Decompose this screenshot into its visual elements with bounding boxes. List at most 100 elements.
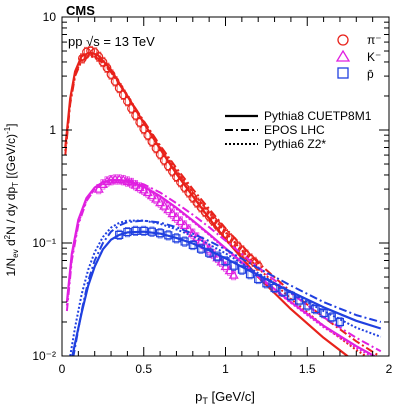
antiproton-syst-box xyxy=(263,278,269,289)
antiproton-data-point xyxy=(205,248,214,257)
y-axis-label: 1/Nev d2N / dy dpT [(GeV/c)-1] xyxy=(3,123,20,276)
legend-pion-label: π⁻ xyxy=(367,33,382,47)
antiproton-data-point xyxy=(164,231,173,240)
energy-label: pp √s = 13 TeV xyxy=(68,34,155,49)
antiproton-syst-box xyxy=(255,273,261,285)
antiproton-data-point xyxy=(156,229,165,238)
antiproton-data-point xyxy=(180,237,189,246)
legend-pion-marker xyxy=(337,34,349,46)
antiproton-syst-box xyxy=(206,247,212,258)
legend-epos-label: EPOS LHC xyxy=(264,123,325,137)
pion-syst-box xyxy=(137,117,143,128)
antiproton-syst-box xyxy=(272,282,277,294)
y-tick-label: 10 xyxy=(43,10,57,24)
antiproton-data-point xyxy=(245,270,255,279)
antiproton-data-point xyxy=(131,226,140,235)
kaon-pythia6-curve xyxy=(65,180,374,356)
legend-kaon-label: K⁻ xyxy=(367,50,381,64)
x-tick-label: 1.5 xyxy=(299,362,316,376)
pion-data-point xyxy=(102,63,112,73)
antiproton-syst-box xyxy=(173,233,179,244)
antiproton-epos-curve xyxy=(72,219,382,356)
pion-data-point xyxy=(77,54,87,63)
antiproton-syst-box xyxy=(116,229,122,240)
antiproton-data-point xyxy=(286,291,295,300)
pion-data-point xyxy=(106,70,116,79)
antiproton-data-point xyxy=(254,274,263,284)
pion-syst-box xyxy=(116,83,122,94)
antiproton-syst-box xyxy=(329,312,335,323)
antiproton-syst-box xyxy=(247,269,253,280)
antiproton-syst-box xyxy=(312,303,318,315)
antiproton-pythia6-curve xyxy=(69,219,382,356)
y-tick-label: 10⁻¹ xyxy=(32,236,56,250)
legend-pythia6-label: Pythia6 Z2* xyxy=(264,137,326,151)
antiproton-syst-box xyxy=(157,228,163,239)
pion-data-point xyxy=(127,104,136,113)
pion-data-point xyxy=(86,46,95,56)
antiproton-syst-box xyxy=(190,239,196,251)
pion-data-point xyxy=(131,110,141,120)
experiment-label: CMS xyxy=(66,3,95,18)
pion-data-point xyxy=(135,117,145,127)
pion-data-point xyxy=(163,161,173,171)
x-tick-label: 2 xyxy=(386,362,393,376)
pion-data-point xyxy=(171,172,181,182)
y-tick-label: 10⁻² xyxy=(32,349,56,363)
x-tick-label: 0.5 xyxy=(135,362,152,376)
pion-syst-box xyxy=(104,62,110,73)
antiproton-syst-box xyxy=(304,300,310,311)
antiproton-data-point xyxy=(295,296,304,305)
legend-models: Pythia8 CUETP8M1 EPOS LHC Pythia6 Z2* xyxy=(225,109,372,151)
antiproton-syst-box xyxy=(141,225,147,236)
antiproton-syst-box xyxy=(149,226,155,237)
antiproton-data-point xyxy=(115,230,124,239)
x-axis-label: pT [GeV/c] xyxy=(195,389,255,406)
pion-syst-box xyxy=(128,103,134,114)
antiproton-data-point xyxy=(319,308,328,318)
legend-kaon-marker xyxy=(335,49,351,62)
antiproton-syst-box xyxy=(133,225,138,236)
antiproton-data-point xyxy=(335,317,344,327)
antiproton-syst-box xyxy=(198,243,204,254)
legend-antiproton-label: p̄ xyxy=(367,67,374,81)
pion-data-point xyxy=(122,96,132,106)
pion-syst-box xyxy=(108,69,114,80)
plot-area xyxy=(64,45,382,356)
legend-particles: π⁻ K⁻ p̄ xyxy=(335,33,382,81)
antiproton-data-point xyxy=(196,244,206,253)
antiproton-data-point xyxy=(303,301,312,310)
antiproton-data-point xyxy=(237,265,246,274)
pion-syst-box xyxy=(133,110,138,121)
antiproton-syst-box xyxy=(239,264,245,275)
antiproton-syst-box xyxy=(280,286,286,297)
pion-data-point xyxy=(118,90,128,100)
antiproton-syst-box xyxy=(231,260,237,271)
pion-syst-box xyxy=(112,76,118,87)
antiproton-data-point xyxy=(172,234,181,243)
pion-data-point xyxy=(82,47,91,57)
pion-data-point xyxy=(110,76,120,86)
antiproton-syst-box xyxy=(223,256,228,267)
axes-layer: 0 0.5 1 1.5 2 10⁻² 10⁻¹ 1 10 xyxy=(32,10,392,376)
pion-data-point xyxy=(155,149,165,159)
antiproton-syst-box xyxy=(288,290,294,302)
antiproton-data-point xyxy=(221,257,230,266)
antiproton-data-point xyxy=(311,305,320,314)
antiproton-data-point xyxy=(270,283,279,293)
antiproton-data-point xyxy=(188,240,197,250)
pion-data-point xyxy=(151,143,161,153)
pion-syst-box xyxy=(125,96,130,107)
antiproton-data-point xyxy=(123,227,132,237)
antiproton-syst-box xyxy=(214,251,220,262)
plot-layer xyxy=(64,45,382,356)
antiproton-data-point xyxy=(278,287,287,296)
legend-antiproton-marker xyxy=(337,67,349,79)
antiproton-data-point xyxy=(229,261,238,270)
antiproton-syst-box xyxy=(125,226,130,238)
antiproton-data-point xyxy=(327,313,336,322)
pion-data-point xyxy=(159,155,169,165)
antiproton-data-point xyxy=(139,226,148,235)
pion-data-point xyxy=(147,137,157,147)
